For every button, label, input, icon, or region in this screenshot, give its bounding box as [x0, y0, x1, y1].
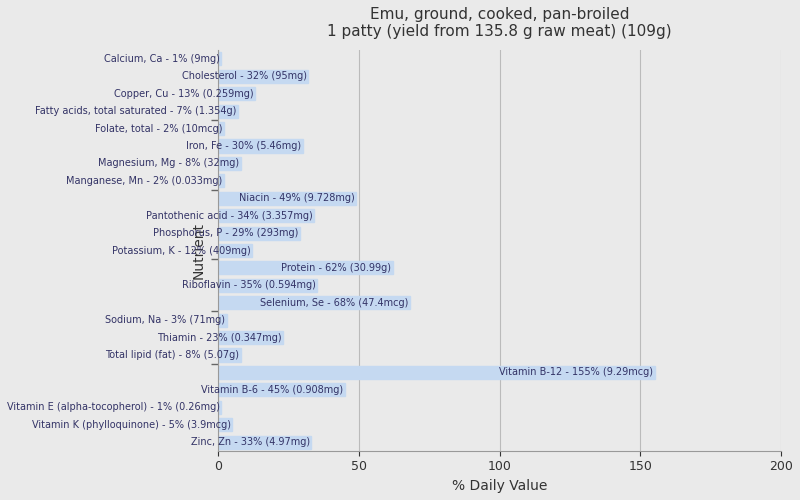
Text: Iron, Fe - 30% (5.46mg): Iron, Fe - 30% (5.46mg) [186, 141, 302, 151]
Bar [218, 400, 222, 414]
Text: Vitamin B-12 - 155% (9.29mcg): Vitamin B-12 - 155% (9.29mcg) [499, 368, 653, 378]
Bar [218, 366, 654, 379]
Bar [218, 157, 241, 170]
Text: Zinc, Zn - 33% (4.97mg): Zinc, Zn - 33% (4.97mg) [190, 437, 310, 447]
Bar [218, 331, 283, 344]
Text: Magnesium, Mg - 8% (32mg): Magnesium, Mg - 8% (32mg) [98, 158, 239, 168]
X-axis label: % Daily Value: % Daily Value [452, 479, 547, 493]
Text: Folate, total - 2% (10mcg): Folate, total - 2% (10mcg) [95, 124, 222, 134]
Text: Pantothenic acid - 34% (3.357mg): Pantothenic acid - 34% (3.357mg) [146, 210, 313, 220]
Text: Protein - 62% (30.99g): Protein - 62% (30.99g) [282, 263, 391, 273]
Text: Total lipid (fat) - 8% (5.07g): Total lipid (fat) - 8% (5.07g) [106, 350, 239, 360]
Text: Selenium, Se - 68% (47.4mcg): Selenium, Se - 68% (47.4mcg) [260, 298, 408, 308]
Y-axis label: Nutrient: Nutrient [192, 222, 206, 279]
Text: Riboflavin - 35% (0.594mg): Riboflavin - 35% (0.594mg) [182, 280, 315, 290]
Text: Cholesterol - 32% (95mg): Cholesterol - 32% (95mg) [182, 72, 307, 82]
Text: Calcium, Ca - 1% (9mg): Calcium, Ca - 1% (9mg) [104, 54, 220, 64]
Bar [218, 296, 410, 310]
Text: Fatty acids, total saturated - 7% (1.354g): Fatty acids, total saturated - 7% (1.354… [35, 106, 237, 116]
Bar [218, 70, 309, 83]
Text: Manganese, Mn - 2% (0.033mg): Manganese, Mn - 2% (0.033mg) [66, 176, 222, 186]
Title: Emu, ground, cooked, pan-broiled
1 patty (yield from 135.8 g raw meat) (109g): Emu, ground, cooked, pan-broiled 1 patty… [327, 7, 672, 40]
Bar [218, 348, 241, 362]
Bar [218, 87, 255, 101]
Bar [218, 244, 252, 257]
Text: Vitamin E (alpha-tocopherol) - 1% (0.26mg): Vitamin E (alpha-tocopherol) - 1% (0.26m… [7, 402, 220, 412]
Text: Niacin - 49% (9.728mg): Niacin - 49% (9.728mg) [239, 194, 355, 203]
Bar [218, 104, 238, 118]
Text: Potassium, K - 12% (409mg): Potassium, K - 12% (409mg) [112, 246, 250, 256]
Text: Vitamin K (phylloquinone) - 5% (3.9mcg): Vitamin K (phylloquinone) - 5% (3.9mcg) [32, 420, 231, 430]
Bar [218, 279, 317, 292]
Bar [218, 418, 233, 431]
Bar [218, 384, 345, 396]
Bar [218, 192, 356, 205]
Text: Thiamin - 23% (0.347mg): Thiamin - 23% (0.347mg) [157, 332, 282, 342]
Bar [218, 314, 227, 326]
Text: Phosphorus, P - 29% (293mg): Phosphorus, P - 29% (293mg) [154, 228, 298, 238]
Bar [218, 262, 393, 274]
Bar [218, 226, 300, 239]
Text: Copper, Cu - 13% (0.259mg): Copper, Cu - 13% (0.259mg) [114, 89, 254, 99]
Bar [218, 140, 303, 152]
Bar [218, 174, 224, 188]
Bar [218, 436, 311, 448]
Text: Sodium, Na - 3% (71mg): Sodium, Na - 3% (71mg) [106, 315, 226, 325]
Bar [218, 122, 224, 135]
Text: Vitamin B-6 - 45% (0.908mg): Vitamin B-6 - 45% (0.908mg) [202, 385, 344, 395]
Bar [218, 52, 222, 66]
Bar [218, 209, 314, 222]
